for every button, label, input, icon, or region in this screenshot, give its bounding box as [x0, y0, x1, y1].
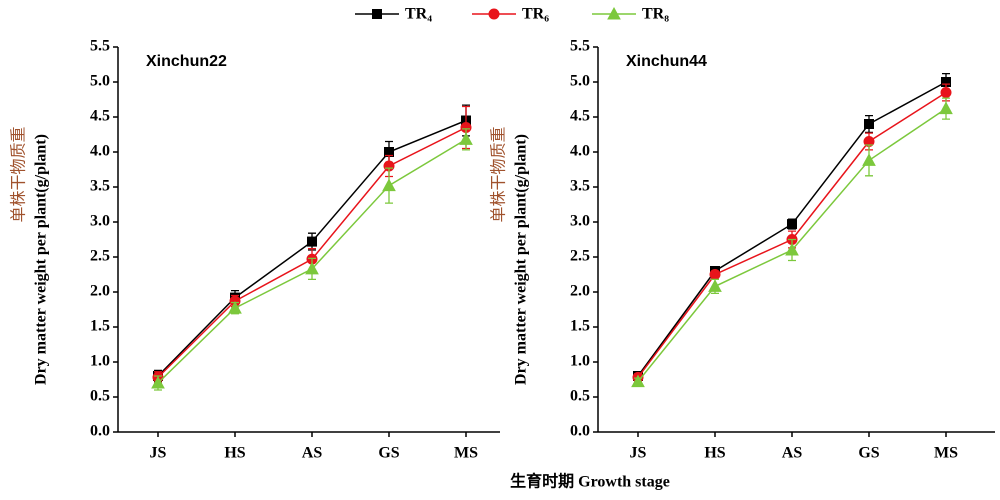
x-tick-label: JS — [150, 445, 167, 462]
y-tick-label: 5.5 — [570, 38, 590, 55]
legend-label: TR₄ — [405, 6, 432, 23]
marker — [459, 132, 473, 145]
x-tick-label: GS — [858, 445, 879, 462]
marker — [940, 87, 952, 98]
y-tick-label: 0.0 — [90, 423, 110, 440]
y-tick-label: 2.5 — [570, 248, 590, 265]
panel-title: Xinchun22 — [146, 53, 227, 70]
x-tick-label: MS — [934, 445, 958, 462]
x-tick-label: HS — [704, 445, 725, 462]
marker — [939, 101, 953, 115]
y-tick-label: 1.0 — [570, 353, 590, 370]
x-tick-label: AS — [302, 445, 323, 462]
x-tick-label: AS — [782, 445, 803, 462]
y-axis-title: Dry matter weight per plant(g/plant) — [513, 134, 530, 385]
legend-label: TR₆ — [522, 6, 549, 23]
y-axis-title-cn: 单株干物质重 — [10, 126, 28, 222]
x-tick-label: JS — [630, 445, 647, 462]
x-tick-label: HS — [224, 445, 245, 462]
marker — [382, 178, 396, 192]
y-tick-label: 2.0 — [90, 283, 110, 300]
y-tick-label: 2.5 — [90, 248, 110, 265]
y-tick-label: 4.5 — [570, 108, 590, 125]
marker — [709, 269, 721, 280]
y-tick-label: 3.0 — [570, 213, 590, 230]
marker — [864, 119, 874, 129]
marker — [607, 6, 621, 20]
y-tick-label: 0.5 — [570, 388, 590, 405]
y-tick-label: 0.5 — [90, 388, 110, 405]
y-tick-label: 1.5 — [90, 318, 110, 335]
marker — [305, 261, 319, 275]
x-tick-label: GS — [378, 445, 399, 462]
x-tick-label: MS — [454, 445, 478, 462]
y-tick-label: 2.0 — [570, 283, 590, 300]
marker — [151, 375, 165, 389]
marker — [862, 153, 876, 166]
marker — [787, 219, 797, 230]
y-tick-label: 4.0 — [90, 143, 110, 160]
y-axis-title-cn: 单株干物质重 — [490, 126, 508, 222]
y-tick-label: 1.0 — [90, 353, 110, 370]
y-axis-title: Dry matter weight per plant(g/plant) — [33, 134, 50, 385]
y-tick-label: 5.0 — [570, 73, 590, 90]
marker — [488, 8, 500, 20]
y-tick-label: 0.0 — [570, 423, 590, 440]
y-tick-label: 5.5 — [90, 38, 110, 55]
y-tick-label: 1.5 — [570, 318, 590, 335]
marker — [372, 9, 382, 19]
legend-label: TR₈ — [642, 6, 669, 23]
y-tick-label: 5.0 — [90, 73, 110, 90]
y-tick-label: 3.5 — [570, 178, 590, 195]
marker — [708, 279, 722, 292]
y-tick-label: 4.5 — [90, 108, 110, 125]
y-tick-label: 3.0 — [90, 213, 110, 230]
marker — [228, 301, 242, 314]
y-tick-label: 3.5 — [90, 178, 110, 195]
marker — [631, 374, 645, 388]
y-tick-label: 4.0 — [570, 143, 590, 160]
x-axis-title: 生育时期 Growth stage — [510, 472, 670, 491]
marker — [307, 236, 317, 247]
marker — [785, 242, 799, 256]
panel-title: Xinchun44 — [626, 53, 707, 70]
